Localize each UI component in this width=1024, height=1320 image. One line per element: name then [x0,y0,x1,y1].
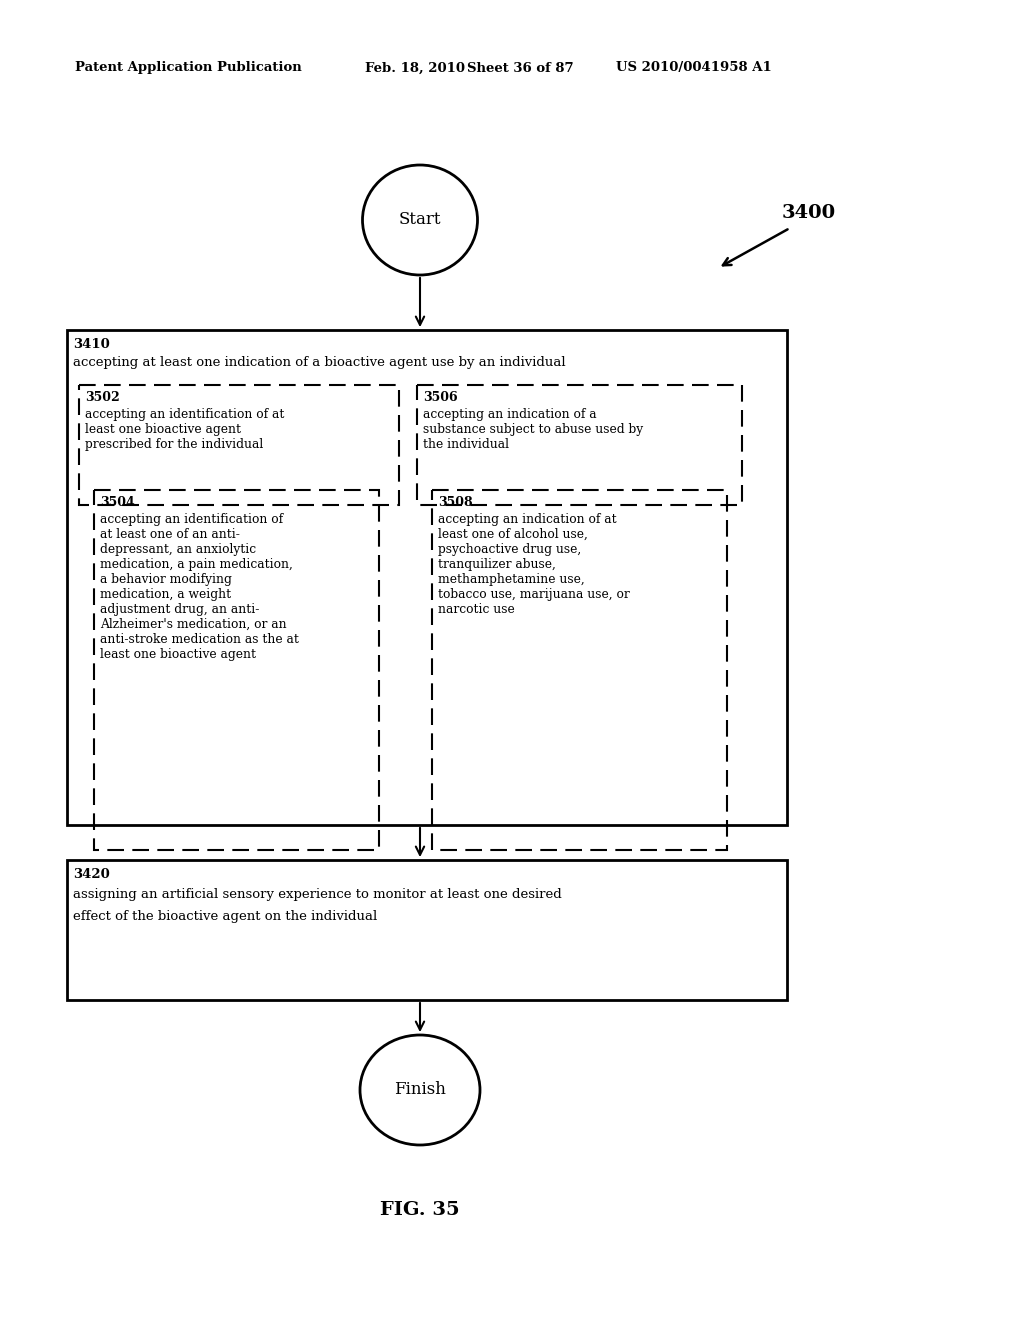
Text: Sheet 36 of 87: Sheet 36 of 87 [467,62,573,74]
Bar [417,385,742,506]
Text: Start: Start [398,211,441,228]
Text: Feb. 18, 2010: Feb. 18, 2010 [365,62,465,74]
Text: accepting an identification of at
least one bioactive agent
prescribed for the i: accepting an identification of at least … [85,408,285,451]
Text: 3502: 3502 [85,391,120,404]
Bar [94,490,379,850]
Text: 3420: 3420 [73,869,110,880]
Bar [67,330,787,825]
Text: 3504: 3504 [100,496,135,510]
Text: US 2010/0041958 A1: US 2010/0041958 A1 [616,62,772,74]
Text: FIG. 35: FIG. 35 [380,1201,460,1218]
Text: accepting an indication of a
substance subject to abuse used by
the individual: accepting an indication of a substance s… [423,408,643,451]
Text: 3400: 3400 [782,205,837,222]
Text: accepting an indication of at
least one of alcohol use,
psychoactive drug use,
t: accepting an indication of at least one … [438,513,630,616]
Text: 3506: 3506 [423,391,458,404]
Text: 3410: 3410 [73,338,110,351]
Text: Finish: Finish [394,1081,445,1098]
Text: accepting an identification of
at least one of an anti-
depressant, an anxiolyti: accepting an identification of at least … [100,513,299,661]
Bar [67,861,787,1001]
Bar [79,385,399,506]
Text: 3508: 3508 [438,496,473,510]
Text: effect of the bioactive agent on the individual: effect of the bioactive agent on the ind… [73,909,377,923]
Bar [432,490,727,850]
Text: assigning an artificial sensory experience to monitor at least one desired: assigning an artificial sensory experien… [73,888,562,902]
Text: Patent Application Publication: Patent Application Publication [75,62,302,74]
Text: accepting at least one indication of a bioactive agent use by an individual: accepting at least one indication of a b… [73,356,565,370]
